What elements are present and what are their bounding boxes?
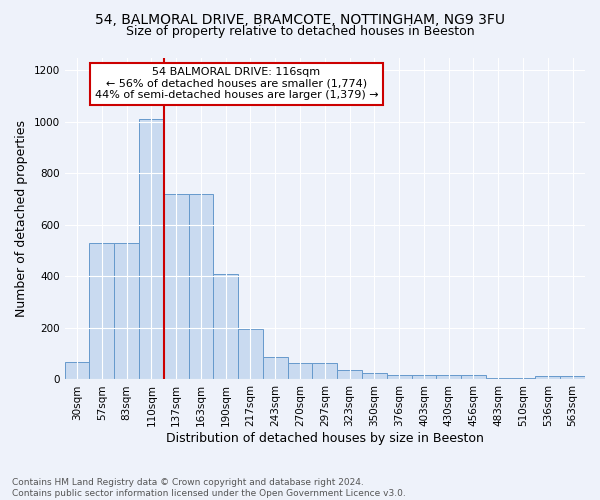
Bar [412,375,436,380]
Bar [238,329,263,380]
Text: Size of property relative to detached houses in Beeston: Size of property relative to detached ho… [125,25,475,38]
Bar [139,120,164,380]
Bar [511,378,535,380]
Bar [114,243,139,380]
Bar [65,362,89,380]
Bar [560,376,585,380]
Bar [313,364,337,380]
Y-axis label: Number of detached properties: Number of detached properties [15,120,28,317]
Bar [263,357,287,380]
Text: Contains HM Land Registry data © Crown copyright and database right 2024.
Contai: Contains HM Land Registry data © Crown c… [12,478,406,498]
X-axis label: Distribution of detached houses by size in Beeston: Distribution of detached houses by size … [166,432,484,445]
Bar [486,378,511,380]
Text: 54, BALMORAL DRIVE, BRAMCOTE, NOTTINGHAM, NG9 3FU: 54, BALMORAL DRIVE, BRAMCOTE, NOTTINGHAM… [95,12,505,26]
Bar [188,194,214,380]
Bar [535,376,560,380]
Bar [287,364,313,380]
Bar [436,375,461,380]
Bar [164,194,188,380]
Bar [214,274,238,380]
Bar [337,370,362,380]
Bar [362,373,387,380]
Text: 54 BALMORAL DRIVE: 116sqm
← 56% of detached houses are smaller (1,774)
44% of se: 54 BALMORAL DRIVE: 116sqm ← 56% of detac… [95,67,378,100]
Bar [89,243,114,380]
Bar [461,375,486,380]
Bar [387,375,412,380]
